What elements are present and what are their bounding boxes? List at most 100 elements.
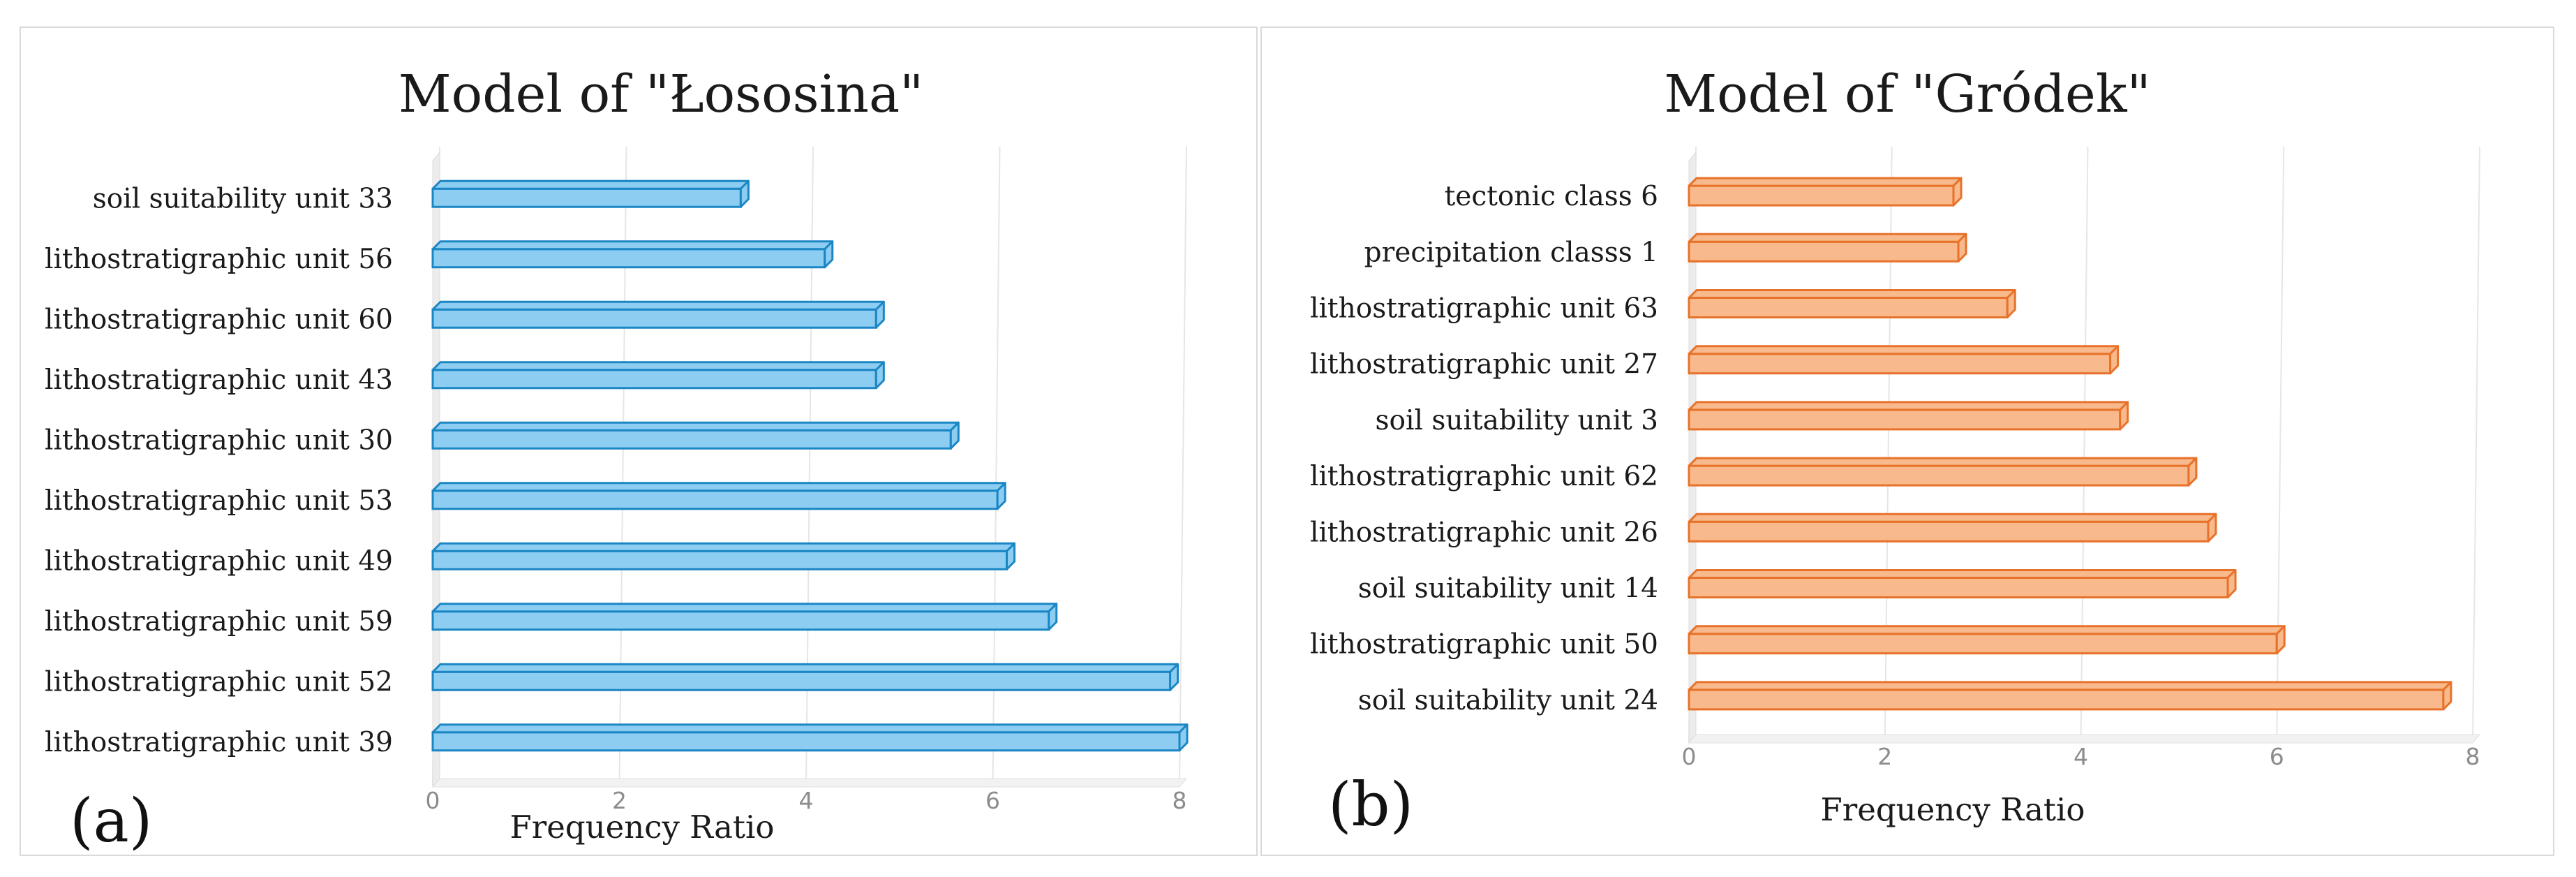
x-axis-label: Frequency Ratio: [509, 809, 774, 846]
bar-7: [1688, 520, 2210, 543]
bar-end-5: [2119, 401, 2129, 431]
bar-top-3: [1688, 289, 2016, 299]
chart-title: Model of "Łososina": [399, 64, 923, 124]
bar-top-4: [431, 361, 885, 371]
category-label-1: soil suitability unit 33: [93, 183, 393, 214]
chart-panel-grodek: Model of "Gródek" tectonic class 6 precipi…: [1260, 27, 2554, 856]
bar-end-8: [1048, 603, 1058, 631]
bar-top-9: [1688, 625, 2286, 635]
bar-2: [431, 248, 826, 269]
bar-top-1: [1688, 177, 1963, 187]
bar-end-3: [2006, 289, 2016, 318]
category-label-4: lithostratigraphic unit 27: [1310, 349, 1658, 381]
bar-1: [1688, 184, 1955, 207]
bar-end-4: [874, 361, 885, 390]
chart-title: Model of "Gródek": [1664, 64, 2150, 124]
bar-top-6: [431, 482, 1006, 492]
chart-grodek-svg: Model of "Gródek" tectonic class 6 precipi…: [1310, 64, 2481, 840]
category-label-4: lithostratigraphic unit 43: [45, 364, 393, 396]
bar-end-10: [2442, 681, 2452, 711]
bar-end-6: [996, 482, 1006, 510]
bar-top-10: [431, 723, 1189, 734]
x-tick-label-0: 0: [426, 787, 440, 814]
x-tick-label-8: 8: [2466, 743, 2480, 770]
bar-3: [431, 308, 877, 329]
chart-panel-losiosina: Model of "Łososina" soil suitability unit…: [20, 27, 1258, 856]
bar-10: [1688, 688, 2445, 711]
bar-8: [431, 610, 1050, 631]
gridline-8: [2472, 146, 2480, 742]
bar-end-7: [1006, 542, 1016, 570]
category-label-2: precipitation classs 1: [1364, 237, 1658, 268]
bar-end-8: [2226, 569, 2237, 598]
category-label-2: lithostratigraphic unit 56: [45, 244, 393, 275]
category-label-10: soil suitability unit 24: [1358, 685, 1658, 716]
gridline-8: [1179, 146, 1187, 786]
chart-floor: [431, 778, 1188, 788]
category-label-10: lithostratigraphic unit 39: [45, 727, 393, 758]
x-tick-label-2: 2: [612, 787, 627, 814]
bar-4: [1688, 353, 2112, 375]
panel-label: (b): [1328, 770, 1413, 840]
bar-end-10: [1178, 723, 1189, 752]
x-tick-label-8: 8: [1172, 787, 1187, 814]
bar-top-1: [431, 179, 750, 190]
bar-9: [1688, 633, 2278, 655]
bar-6: [431, 489, 999, 510]
x-tick-label-4: 4: [799, 787, 814, 814]
bar-end-3: [874, 300, 885, 329]
bar-top-5: [1688, 401, 2129, 411]
bar-end-9: [2275, 625, 2286, 655]
category-label-7: lithostratigraphic unit 26: [1310, 517, 1658, 548]
bar-top-2: [431, 240, 834, 251]
category-label-3: lithostratigraphic unit 60: [45, 304, 393, 335]
bar-7: [431, 550, 1008, 570]
x-tick-label-6: 6: [2270, 743, 2284, 770]
chart-floor: [1688, 734, 2481, 744]
bar-top-7: [1688, 513, 2217, 523]
bar-end-6: [2187, 457, 2198, 487]
bar-top-10: [1688, 681, 2452, 691]
bar-top-9: [431, 663, 1179, 673]
bar-8: [1688, 577, 2229, 598]
x-tick-label-0: 0: [1682, 743, 1697, 770]
bar-top-7: [431, 542, 1016, 552]
bar-3: [1688, 297, 2009, 318]
bar-6: [1688, 464, 2190, 487]
bar-top-4: [1688, 345, 2120, 355]
category-label-3: lithostratigraphic unit 63: [1310, 293, 1658, 325]
category-label-5: lithostratigraphic unit 30: [45, 425, 393, 456]
bar-top-3: [431, 300, 885, 311]
bar-end-5: [949, 421, 960, 450]
panel-label: (a): [70, 786, 152, 856]
bar-end-4: [2109, 345, 2120, 375]
bar-5: [1688, 408, 2122, 431]
category-label-8: lithostratigraphic unit 59: [45, 606, 393, 638]
category-label-7: lithostratigraphic unit 49: [45, 545, 393, 577]
bar-9: [431, 670, 1172, 691]
bar-4: [431, 369, 877, 390]
category-label-1: tectonic class 6: [1445, 181, 1658, 212]
bar-top-5: [431, 421, 960, 432]
x-tick-label-6: 6: [985, 787, 1000, 814]
bar-end-7: [2207, 513, 2217, 543]
bar-1: [431, 187, 742, 208]
bar-5: [431, 429, 952, 450]
bar-end-2: [1957, 233, 1967, 263]
category-label-6: lithostratigraphic unit 62: [1310, 461, 1658, 492]
x-tick-label-4: 4: [2074, 743, 2088, 770]
bar-end-1: [739, 179, 750, 208]
category-label-6: lithostratigraphic unit 53: [45, 485, 393, 517]
bar-2: [1688, 240, 1960, 263]
bar-top-8: [431, 603, 1058, 613]
bar-top-6: [1688, 457, 2198, 467]
category-label-9: lithostratigraphic unit 52: [45, 666, 393, 698]
category-label-8: soil suitability unit 14: [1358, 573, 1658, 605]
bar-10: [431, 731, 1181, 752]
bar-end-1: [1952, 177, 1963, 207]
category-label-5: soil suitability unit 3: [1376, 405, 1658, 436]
x-tick-label-2: 2: [1877, 743, 1892, 770]
bar-end-2: [824, 240, 834, 269]
bar-top-8: [1688, 569, 2237, 579]
bar-top-2: [1688, 233, 1967, 243]
